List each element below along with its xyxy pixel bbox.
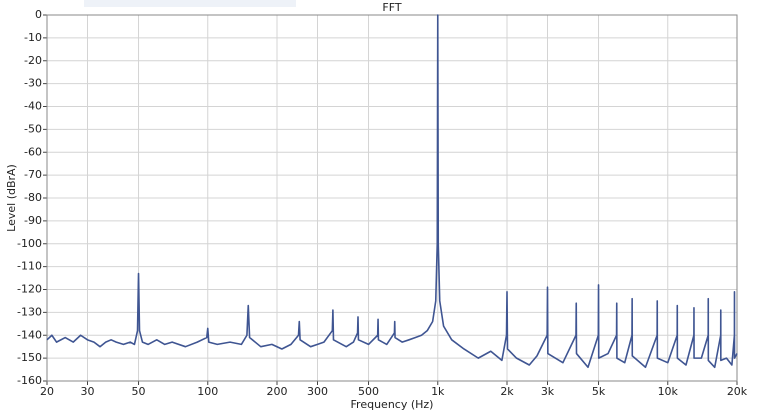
- x-tick-label: 200: [267, 385, 288, 398]
- y-tick-label: -120: [17, 283, 42, 296]
- x-axis-label: Frequency (Hz): [351, 398, 434, 411]
- y-tick-label: -30: [24, 77, 42, 90]
- y-tick-label: -70: [24, 168, 42, 181]
- y-tick-label: -110: [17, 260, 42, 273]
- overlay-box: [84, 0, 296, 7]
- y-tick-label: 0: [35, 8, 42, 21]
- spectrum-line: [46, 14, 738, 369]
- x-tick-label: 1k: [431, 385, 445, 398]
- y-tick-label: -130: [17, 305, 42, 318]
- x-tick-label: 20: [40, 385, 54, 398]
- y-tick-label: -100: [17, 237, 42, 250]
- y-tick-label: -20: [24, 54, 42, 67]
- x-tick-label: 5k: [592, 385, 606, 398]
- y-tick-label: -160: [17, 374, 42, 387]
- plot-frame: [46, 14, 738, 382]
- y-tick-label: -140: [17, 328, 42, 341]
- y-tick-label: -50: [24, 122, 42, 135]
- x-tick-label: 100: [197, 385, 218, 398]
- y-tick-label: -90: [24, 214, 42, 227]
- y-tick-label: -40: [24, 100, 42, 113]
- chart-title: FFT: [382, 1, 401, 14]
- y-tick-label: -10: [24, 31, 42, 44]
- x-tick-label: 3k: [541, 385, 555, 398]
- x-tick-label: 30: [81, 385, 95, 398]
- x-tick-label: 2k: [500, 385, 514, 398]
- x-tick-label: 50: [132, 385, 146, 398]
- y-tick-label: -60: [24, 145, 42, 158]
- x-tick-label: 300: [307, 385, 328, 398]
- x-tick-label: 500: [358, 385, 379, 398]
- y-tick-label: -150: [17, 351, 42, 364]
- x-tick-label: 10k: [658, 385, 679, 398]
- y-tick-label: -80: [24, 191, 42, 204]
- x-tick-label: 20k: [727, 385, 748, 398]
- y-axis-label: Level (dBrA): [5, 164, 18, 232]
